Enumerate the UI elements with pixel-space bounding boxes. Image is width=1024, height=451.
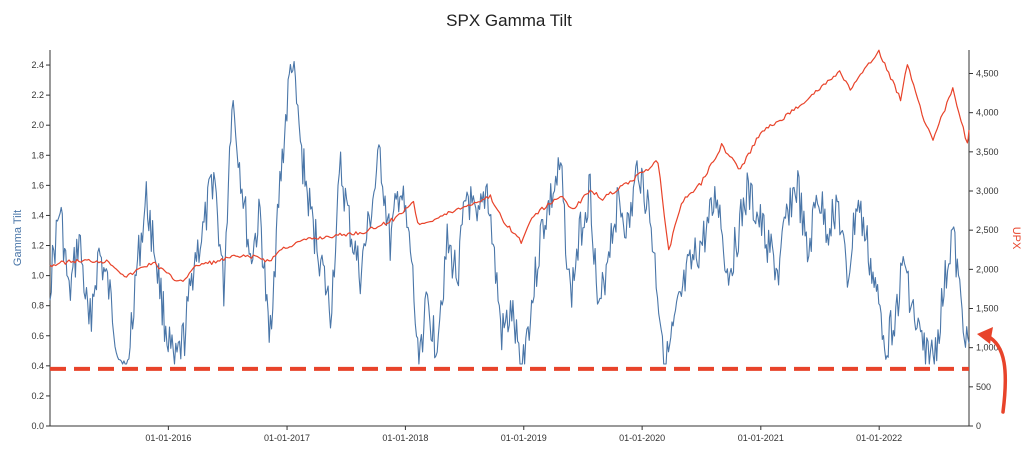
x-tick-label: 01-01-2022 (856, 433, 902, 443)
y-tick-label-left: 1.4 (31, 210, 44, 220)
y-tick-label-left: 1.2 (31, 241, 44, 251)
y-tick-label-left: 0.6 (31, 331, 44, 341)
y-tick-label-left: 2.4 (31, 60, 44, 70)
y-tick-label-right: 1,500 (976, 304, 999, 314)
y-axis-title-left: Gamma Tilt (12, 210, 24, 266)
y-tick-label-right: 3,000 (976, 186, 999, 196)
x-tick-label: 01-01-2019 (501, 433, 547, 443)
x-tick-label: 01-01-2017 (264, 433, 310, 443)
x-tick-label: 01-01-2018 (382, 433, 428, 443)
y-tick-label-right: 4,000 (976, 108, 999, 118)
y-tick-label-right: 2,000 (976, 264, 999, 274)
y-tick-label-right: 2,500 (976, 225, 999, 235)
x-tick-label: 01-01-2021 (738, 433, 784, 443)
x-tick-label: 01-01-2020 (619, 433, 665, 443)
y-tick-label-right: 4,500 (976, 69, 999, 79)
series-gamma-tilt-line (49, 60, 970, 365)
y-tick-label-right: 500 (976, 382, 991, 392)
y-tick-label-left: 1.8 (31, 150, 44, 160)
y-tick-label-right: 3,500 (976, 147, 999, 157)
arrow-head-icon (977, 327, 993, 344)
y-tick-label-left: 0.0 (31, 421, 44, 431)
y-tick-label-left: 0.8 (31, 301, 44, 311)
y-tick-label-right: 0 (976, 421, 981, 431)
y-tick-label-left: 2.2 (31, 90, 44, 100)
x-tick-label: 01-01-2016 (145, 433, 191, 443)
axes: 0.0 0.2 0.4 0.6 0.8 1.0 1.2 1.4 1.6 1.8 2.0 2.2 2.4 0… (31, 50, 999, 443)
y-tick-label-left: 1.6 (31, 180, 44, 190)
y-tick-label-left: 0.4 (31, 361, 44, 371)
chart-title: SPX Gamma Tilt (446, 11, 572, 30)
series-layer (49, 49, 970, 365)
y-tick-label-right: 1,000 (976, 343, 999, 353)
y-tick-label-left: 2.0 (31, 120, 44, 130)
y-axis-title-right: UPX (1010, 227, 1022, 250)
arrow-annotation (985, 334, 1008, 414)
y-tick-label-left: 0.2 (31, 391, 44, 401)
y-tick-label-left: 1.0 (31, 271, 44, 281)
annotations (50, 327, 1008, 414)
series-upx-line (49, 49, 970, 282)
